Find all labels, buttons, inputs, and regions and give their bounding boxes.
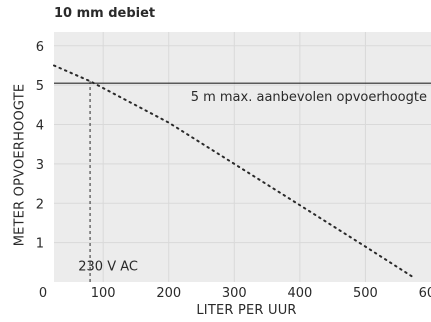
x-tick-label: 500	[353, 286, 378, 301]
x-tick-label: 100	[91, 286, 116, 301]
max-height-label: 5 m max. aanbevolen opvoerhoogte	[191, 90, 427, 105]
y-tick-label: 3	[36, 158, 44, 173]
chart-title: 10 mm debiet	[54, 6, 156, 21]
x-tick-label: 0	[39, 286, 47, 301]
x-tick-label: 300	[222, 286, 247, 301]
series-line	[53, 64, 416, 280]
x-axis-label: LITER PER UUR	[196, 303, 297, 318]
x-tick-label: 400	[287, 286, 312, 301]
plot-background	[54, 32, 431, 282]
x-tick-label: 200	[156, 286, 181, 301]
x-tick-label: 600	[419, 286, 431, 301]
series-annotation: 230 V AC	[78, 259, 138, 274]
y-tick-label: 6	[36, 40, 44, 55]
y-tick-label: 2	[36, 197, 44, 212]
y-tick-label: 1	[36, 237, 44, 252]
y-tick-label: 5	[36, 79, 44, 94]
y-tick-label: 4	[36, 119, 44, 134]
